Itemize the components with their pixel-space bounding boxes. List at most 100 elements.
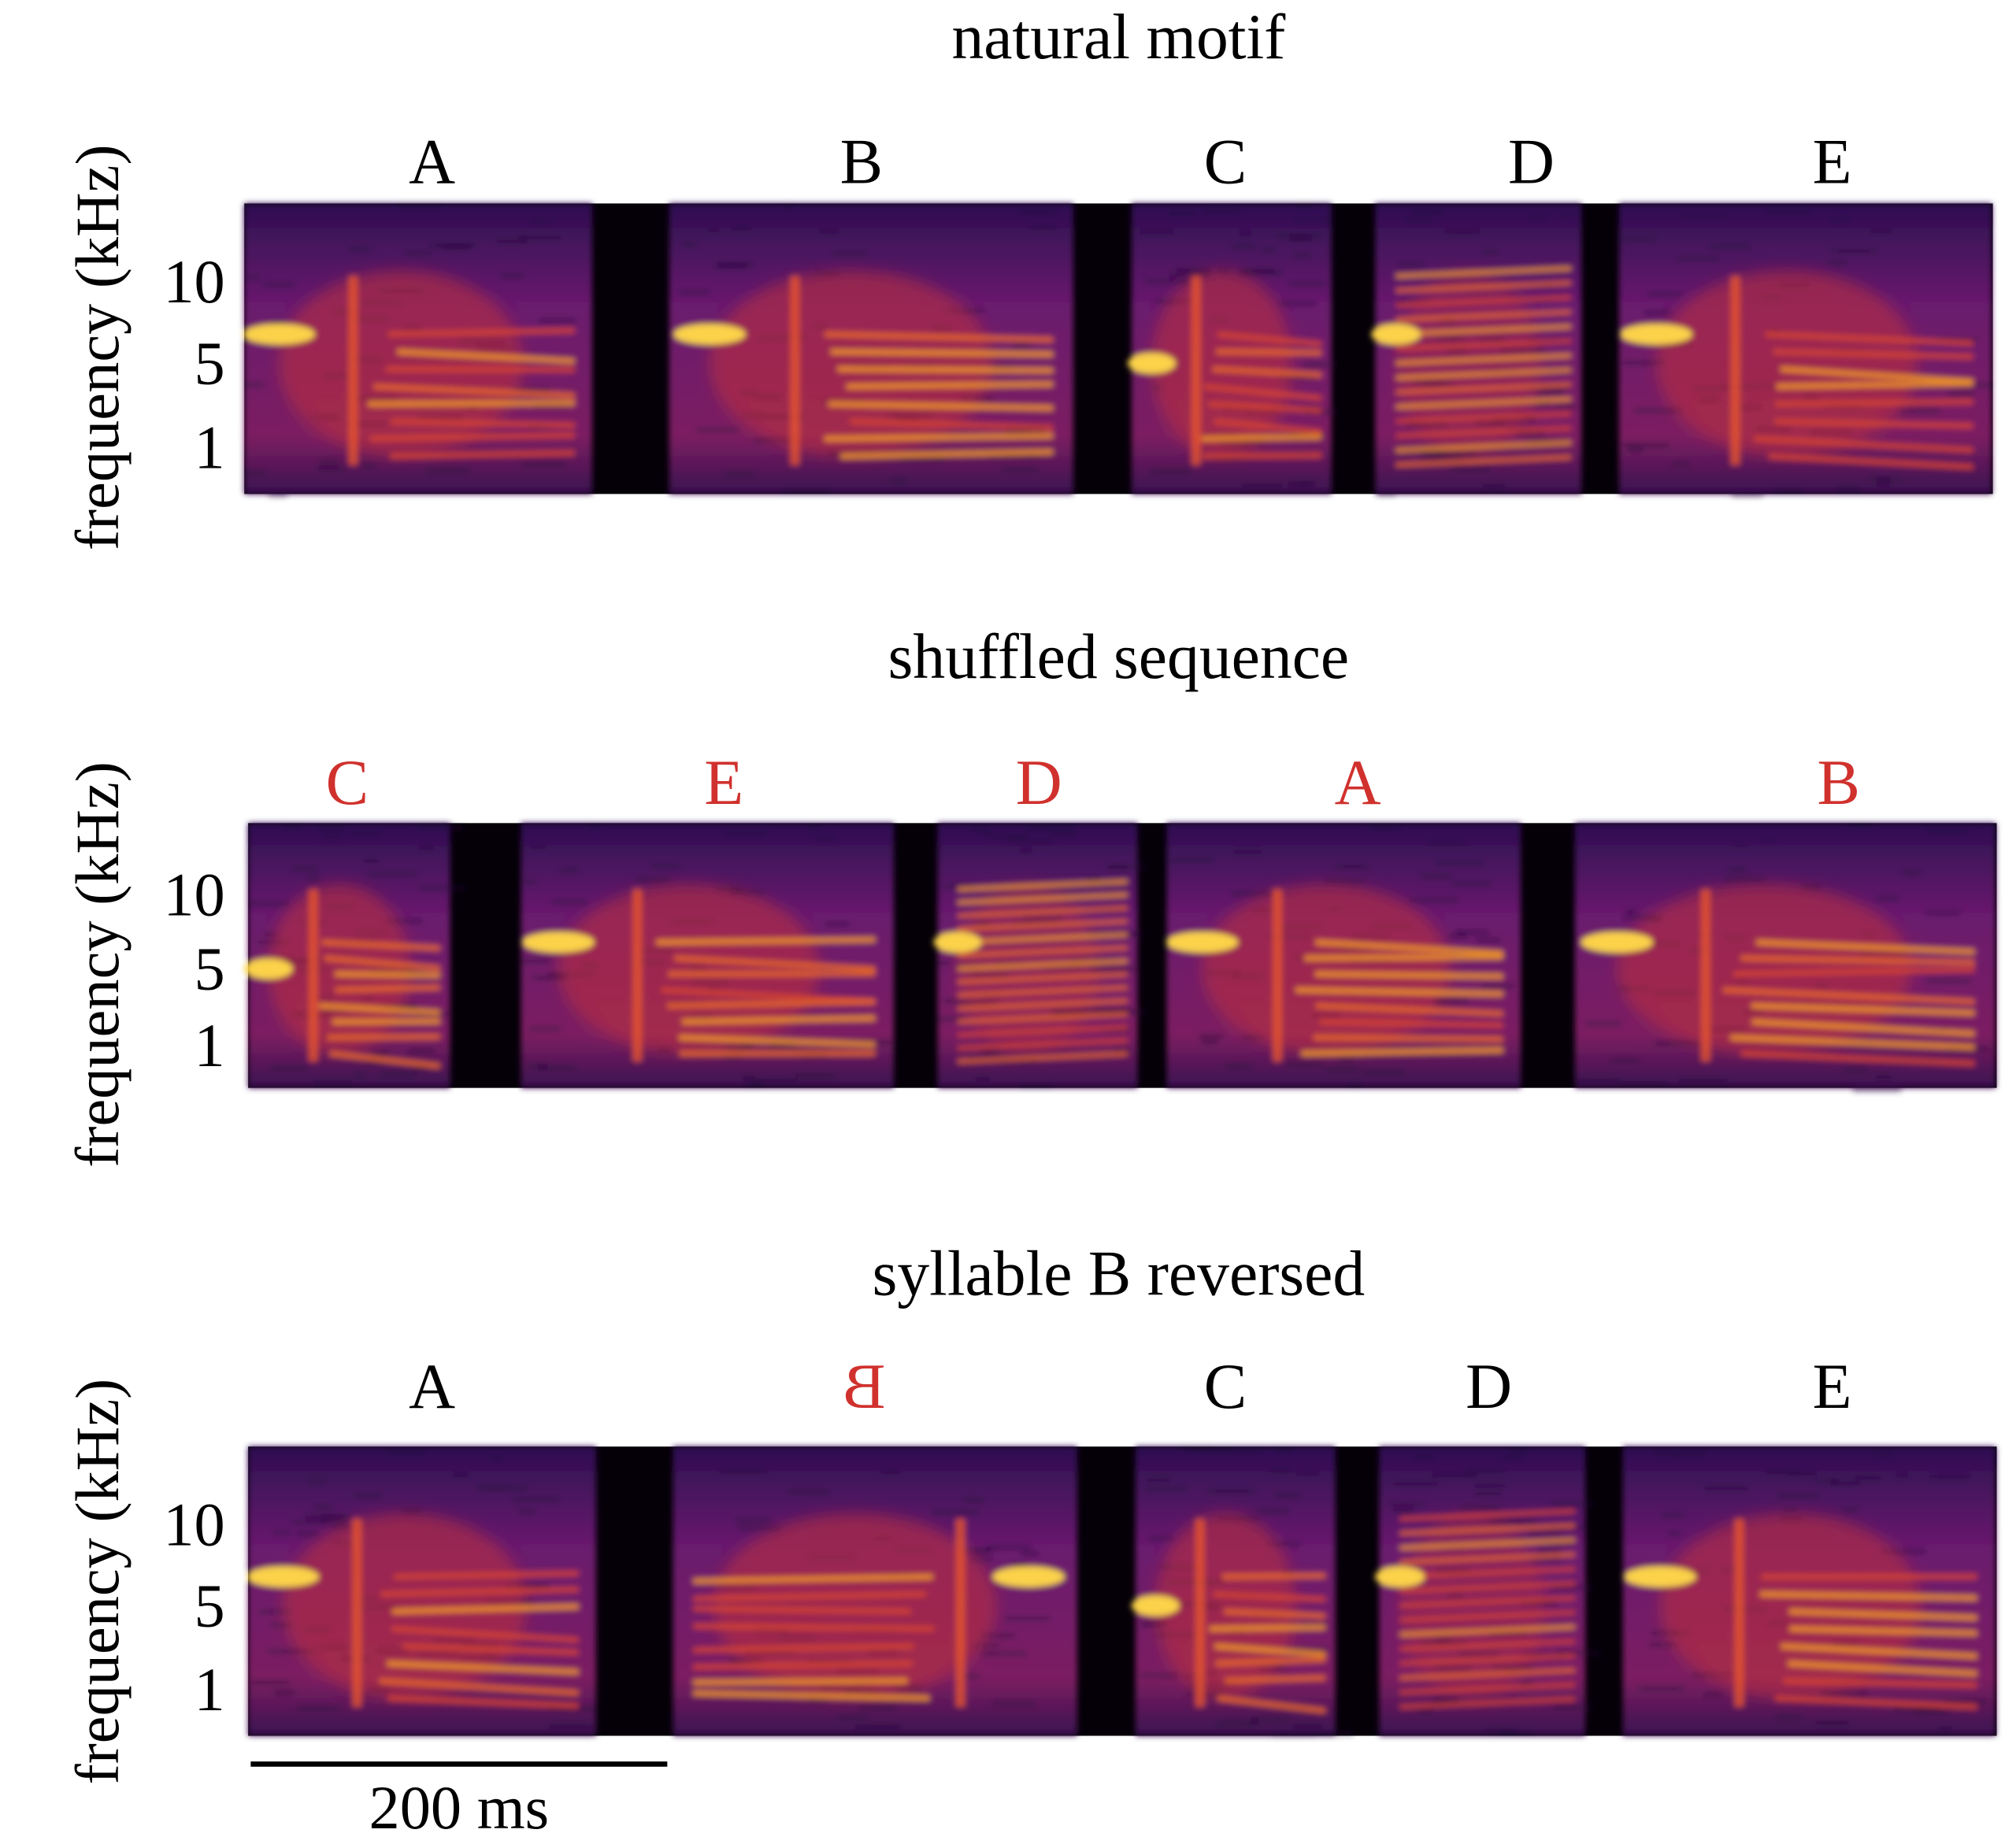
noise-mark bbox=[269, 321, 285, 326]
harmonic-mark bbox=[1722, 987, 1975, 1005]
harmonic-mark bbox=[679, 1035, 876, 1047]
noise-mark bbox=[1294, 218, 1332, 223]
harmonic-mark bbox=[1395, 295, 1572, 307]
harmonic-mark bbox=[1395, 426, 1572, 439]
y-axis-label: frequency (kHz) bbox=[63, 761, 132, 1168]
noise-mark bbox=[993, 1701, 1036, 1705]
noise-mark bbox=[1944, 1699, 1987, 1704]
noise-mark bbox=[1180, 1446, 1214, 1451]
noise-mark bbox=[1293, 254, 1312, 258]
harmonic-mark bbox=[1214, 1643, 1326, 1657]
noise-mark bbox=[1893, 1707, 1941, 1712]
noise-mark bbox=[1377, 491, 1396, 496]
syllable-B-reversed bbox=[673, 1446, 1077, 1736]
noise-mark bbox=[1838, 487, 1861, 491]
noise-mark bbox=[1274, 1494, 1302, 1498]
syllable-E bbox=[1618, 203, 1992, 497]
noise-mark bbox=[1289, 237, 1312, 242]
noise-mark bbox=[1474, 1492, 1502, 1496]
noise-mark bbox=[1481, 983, 1515, 988]
noise-mark bbox=[1021, 1551, 1040, 1556]
noise-mark bbox=[350, 831, 382, 836]
bright-note-mark bbox=[1166, 931, 1239, 953]
harmonic-mark bbox=[1783, 1678, 1977, 1688]
noise-mark bbox=[514, 387, 550, 392]
noise-mark bbox=[1800, 885, 1821, 889]
noise-mark bbox=[321, 1517, 347, 1522]
y-tick-label: 1 bbox=[195, 1655, 225, 1724]
syllable-label: E bbox=[1813, 1350, 1852, 1422]
noise-mark bbox=[424, 468, 471, 472]
harmonic-mark bbox=[1395, 455, 1572, 467]
noise-mark bbox=[1871, 1452, 1895, 1457]
harmonic-mark bbox=[332, 1018, 440, 1024]
noise-mark bbox=[1148, 1536, 1173, 1541]
onset-mark bbox=[352, 1519, 362, 1707]
noise-mark bbox=[269, 492, 288, 497]
harmonic-mark bbox=[379, 1678, 579, 1696]
noise-mark bbox=[937, 961, 951, 965]
noise-mark bbox=[1338, 1057, 1354, 1062]
energy-blob bbox=[710, 270, 993, 457]
noise-mark bbox=[305, 1513, 350, 1518]
harmonic-mark bbox=[693, 1574, 933, 1584]
harmonic-mark bbox=[1209, 1624, 1326, 1631]
harmonic-mark bbox=[1304, 954, 1503, 961]
bright-note-mark bbox=[243, 324, 316, 345]
noise-mark bbox=[1480, 250, 1500, 254]
y-tick-label: 10 bbox=[163, 247, 224, 316]
noise-mark bbox=[1820, 1691, 1869, 1695]
noise-mark bbox=[1555, 1650, 1602, 1655]
noise-mark bbox=[1510, 1449, 1529, 1454]
harmonic-mark bbox=[1399, 1552, 1576, 1565]
noise-mark bbox=[1644, 310, 1671, 315]
noise-mark bbox=[1816, 1479, 1839, 1483]
syllable-C bbox=[1127, 203, 1339, 494]
harmonic-mark bbox=[1395, 397, 1572, 409]
noise-mark bbox=[979, 1633, 1015, 1638]
syllable-A bbox=[1166, 823, 1521, 1088]
noise-mark bbox=[1623, 915, 1661, 920]
syllable-E bbox=[1622, 1446, 1996, 1736]
noise-mark bbox=[321, 835, 343, 839]
noise-mark bbox=[1947, 391, 1974, 396]
bright-note-mark bbox=[243, 958, 293, 980]
onset-mark bbox=[955, 1519, 965, 1707]
noise-mark bbox=[1311, 1731, 1354, 1735]
noise-mark bbox=[1925, 829, 1969, 834]
noise-mark bbox=[1144, 1487, 1188, 1492]
noise-mark bbox=[788, 1490, 830, 1494]
harmonic-mark bbox=[373, 383, 575, 398]
noise-mark bbox=[549, 1724, 592, 1728]
noise-mark bbox=[1285, 1647, 1329, 1652]
noise-mark bbox=[1088, 877, 1100, 882]
noise-mark bbox=[251, 1680, 290, 1685]
noise-mark bbox=[308, 1479, 325, 1483]
noise-mark bbox=[980, 1651, 1027, 1656]
noise-mark bbox=[1501, 1455, 1524, 1460]
noise-mark bbox=[1732, 492, 1763, 497]
harmonic-mark bbox=[957, 880, 1128, 891]
syllable-label: D bbox=[1466, 1350, 1512, 1422]
harmonic-mark bbox=[1730, 1035, 1975, 1050]
noise-mark bbox=[1536, 402, 1551, 406]
noise-mark bbox=[1234, 850, 1262, 854]
harmonic-mark bbox=[318, 1003, 441, 1016]
y-axis-label: frequency (kHz) bbox=[63, 1379, 132, 1785]
noise-mark bbox=[1621, 236, 1657, 241]
y-tick-label: 5 bbox=[195, 1571, 225, 1639]
syllable-label: A bbox=[1335, 746, 1381, 818]
noise-mark bbox=[1140, 230, 1174, 235]
noise-mark bbox=[743, 1075, 755, 1080]
noise-mark bbox=[1554, 1705, 1593, 1709]
y-tick-label: 5 bbox=[195, 328, 225, 397]
spectrogram-panel: syllable B reversed frequency (kHz) 10 5 1 A B… bbox=[63, 1238, 1997, 1785]
energy-blob bbox=[1656, 270, 1918, 457]
noise-mark bbox=[807, 827, 821, 831]
harmonic-mark bbox=[1773, 349, 1973, 360]
noise-mark bbox=[361, 463, 376, 468]
noise-mark bbox=[1876, 896, 1899, 901]
syllable-A bbox=[246, 1446, 596, 1736]
harmonic-mark bbox=[1217, 1695, 1326, 1714]
noise-mark bbox=[1403, 218, 1433, 223]
